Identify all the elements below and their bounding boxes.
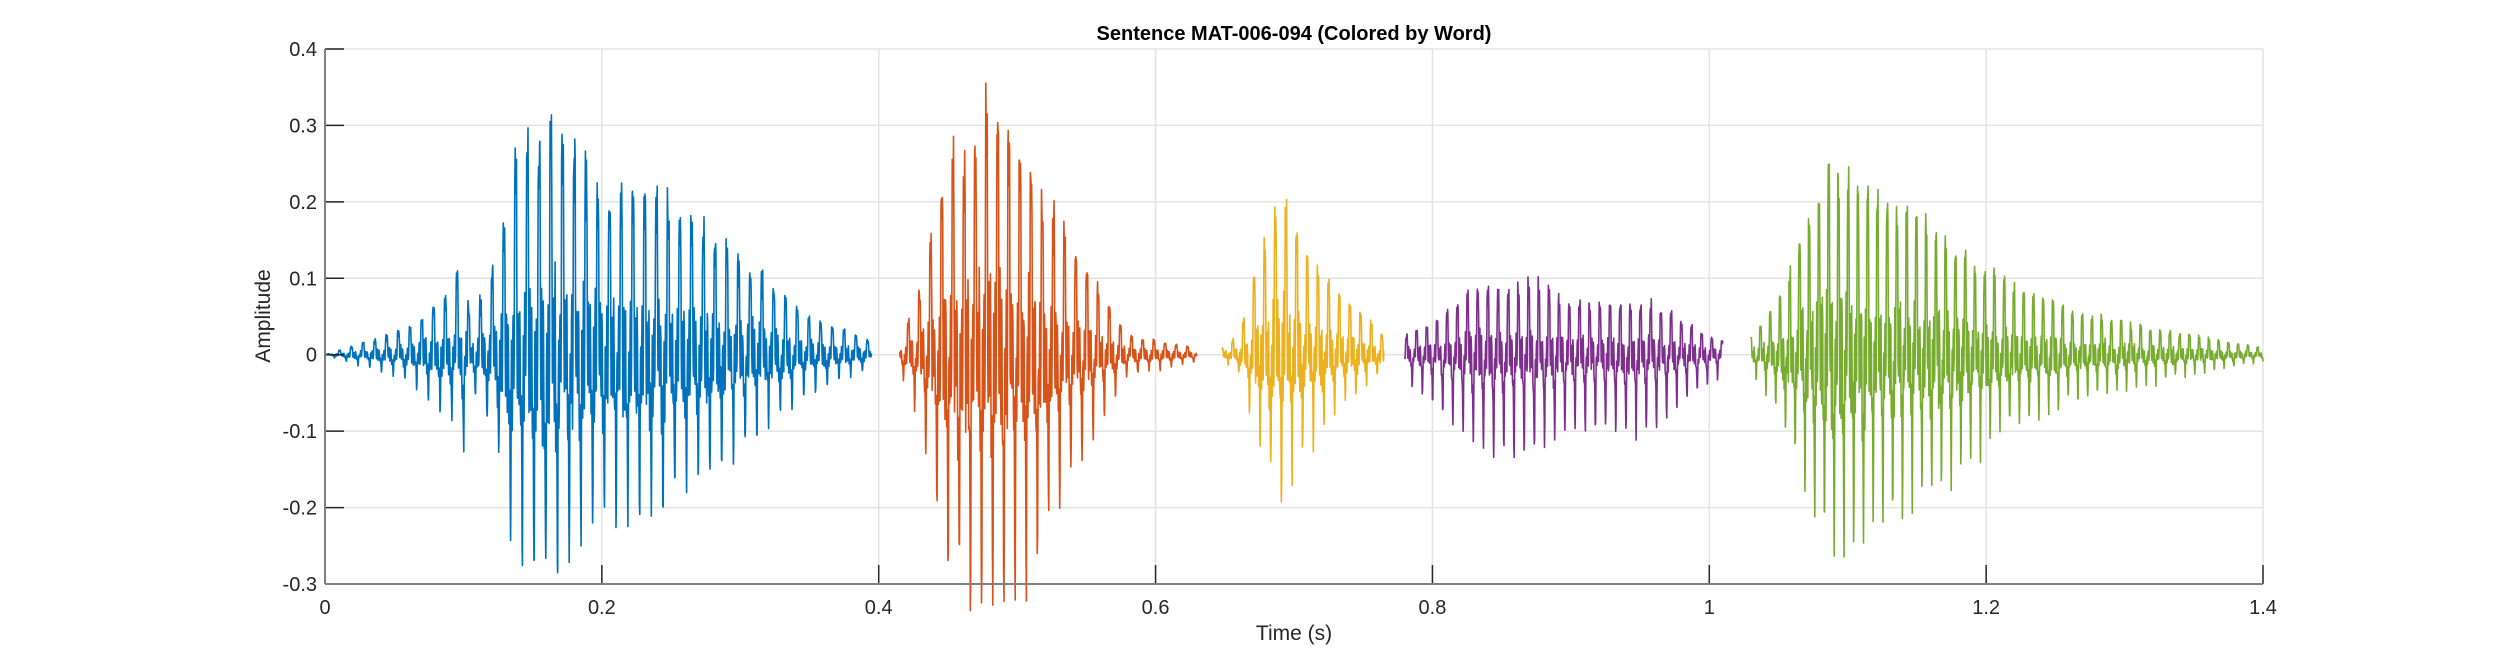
x-tick-label: 0.2 (588, 597, 616, 619)
tick-labels: 0 0.2 0.4 0.6 0.8 1 1.2 1.4 -0.3 -0.2 -0.1 0 0.1 0.2 0… (283, 39, 2277, 619)
x-tick-label: 1.2 (1972, 597, 2000, 619)
y-tick-label: 0.3 (289, 115, 317, 137)
y-tick-label: -0.2 (283, 498, 317, 520)
x-tick-label: 1 (1704, 597, 1715, 619)
word-waveform-4 (1403, 275, 1724, 459)
plot-area (324, 82, 2264, 612)
x-tick-label: 0.8 (1419, 597, 1447, 619)
y-tick-label: 0.1 (289, 268, 317, 290)
y-tick-label: -0.1 (283, 421, 317, 443)
y-tick-label: 0.2 (289, 192, 317, 214)
chart-title: Sentence MAT-006-094 (Colored by Word) (1097, 23, 1492, 45)
word-waveform-5 (1750, 163, 2264, 558)
word-waveform-1 (324, 114, 873, 574)
word-waveform-3 (1221, 198, 1385, 503)
x-axis-label: Time (s) (1256, 622, 1332, 645)
word-waveform-2 (898, 82, 1198, 612)
x-tick-label: 0.4 (865, 597, 893, 619)
axes (324, 48, 2264, 585)
y-axis-label: Amplitude (252, 269, 275, 362)
x-tick-label: 0.6 (1142, 597, 1170, 619)
x-tick-label: 1.4 (2249, 597, 2277, 619)
x-tick-label: 0 (319, 597, 330, 619)
y-tick-label: 0.4 (289, 39, 317, 61)
y-tick-label: -0.3 (283, 574, 317, 596)
y-tick-label: 0 (306, 345, 317, 367)
